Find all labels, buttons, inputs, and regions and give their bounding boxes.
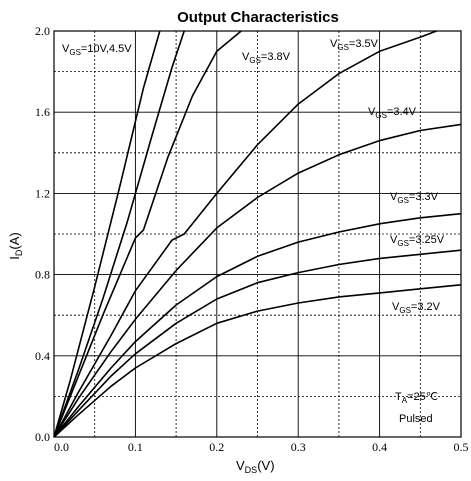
y-tick-label: 2.0 <box>35 24 50 38</box>
curve-label-vgs-3-5v: VGS=3.5V <box>330 38 379 52</box>
y-tick-label: 0.0 <box>35 430 50 444</box>
x-tick-label: 0.4 <box>372 440 387 454</box>
y-axis-label: ID(A) <box>7 232 24 259</box>
series-line-0 <box>53 30 161 438</box>
series-line-2 <box>53 30 242 438</box>
curve-label-vgs-3-3v: VGS=3.3V <box>390 191 439 205</box>
plot-frame <box>53 30 462 438</box>
x-tick-label: 0.3 <box>291 440 306 454</box>
tick-layer: 0.0 0.1 0.2 0.3 0.4 0.5 0.0 0.4 0.8 1.2 1.6 2.0 <box>35 24 469 454</box>
grid-layer <box>54 31 461 437</box>
temperature-annotation: TA=25℃ <box>395 391 438 405</box>
series-line-6 <box>53 249 462 438</box>
series-line-7 <box>53 284 462 438</box>
curve-label-vgs-3-25v: VGS=3.25V <box>390 234 445 248</box>
curve-label-vgs-3-2v: VGS=3.2V <box>392 301 441 315</box>
curve-layer <box>53 30 462 438</box>
series-line-3 <box>53 30 437 438</box>
series-line-1 <box>53 30 185 438</box>
x-axis-label: VDS(V) <box>236 458 275 475</box>
series-line-4 <box>53 123 462 438</box>
x-tick-label: 0.5 <box>454 440 469 454</box>
series-line-5 <box>53 212 462 438</box>
x-tick-label: 0.0 <box>54 440 69 454</box>
y-tick-label: 1.6 <box>35 105 50 119</box>
curve-label-vgs-10v-4-5v: VGS=10V,4.5V <box>62 43 132 57</box>
chart-title: Output Characteristics <box>177 9 339 26</box>
y-tick-label: 1.2 <box>35 186 50 200</box>
y-tick-label: 0.8 <box>35 268 50 282</box>
x-tick-label: 0.2 <box>209 440 224 454</box>
pulsed-annotation: Pulsed <box>399 413 433 425</box>
x-tick-label: 0.1 <box>128 440 143 454</box>
y-tick-label: 0.4 <box>35 349 50 363</box>
curve-label-vgs-3-4v: VGS=3.4V <box>368 106 417 120</box>
curve-label-vgs-3-8v: VGS=3.8V <box>242 51 291 65</box>
